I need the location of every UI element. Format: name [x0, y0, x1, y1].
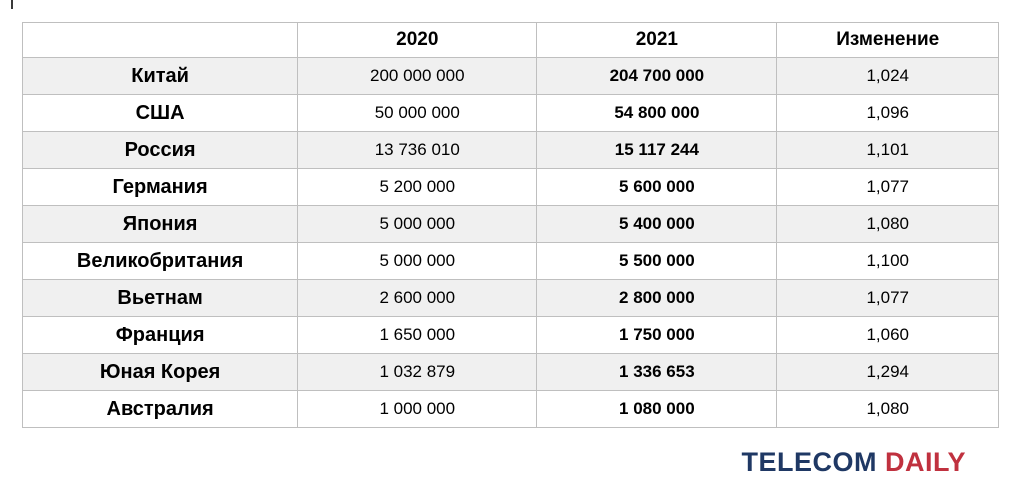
table-row: Япония 5 000 000 5 400 000 1,080	[21, 205, 999, 243]
country-cell: Россия	[21, 131, 299, 169]
change-cell: 1,077	[776, 279, 999, 317]
country-cell: Франция	[21, 316, 299, 354]
change-cell: 1,101	[776, 131, 999, 169]
change-cell: 1,080	[776, 390, 999, 428]
header-change: Изменение	[776, 22, 999, 58]
value-2020-cell: 200 000 000	[297, 57, 538, 95]
value-2020-cell: 1 032 879	[297, 353, 538, 391]
header-country	[21, 22, 299, 58]
value-2020-cell: 2 600 000	[297, 279, 538, 317]
table-row: Россия 13 736 010 15 117 244 1,101	[21, 131, 999, 169]
table-row: Юная Корея 1 032 879 1 336 653 1,294	[21, 353, 999, 391]
change-cell: 1,100	[776, 242, 999, 280]
table-row: США 50 000 000 54 800 000 1,096	[21, 94, 999, 132]
table-row: Франция 1 650 000 1 750 000 1,060	[21, 316, 999, 354]
telecom-daily-logo: TELECOM DAILY	[741, 447, 966, 478]
value-2021-cell: 1 080 000	[536, 390, 778, 428]
table-row: Германия 5 200 000 5 600 000 1,077	[21, 168, 999, 206]
table-header-row: 2020 2021 Изменение	[21, 22, 999, 58]
table-row: Вьетнам 2 600 000 2 800 000 1,077	[21, 279, 999, 317]
country-cell: Япония	[21, 205, 299, 243]
value-2021-cell: 5 600 000	[536, 168, 778, 206]
country-cell: Юная Корея	[21, 353, 299, 391]
value-2021-cell: 1 336 653	[536, 353, 778, 391]
table-row: Австралия 1 000 000 1 080 000 1,080	[21, 390, 999, 428]
value-2020-cell: 13 736 010	[297, 131, 538, 169]
logo-word-telecom: TELECOM	[741, 447, 877, 477]
value-2021-cell: 5 500 000	[536, 242, 778, 280]
subscribers-table: 2020 2021 Изменение Китай 200 000 000 204 …	[21, 22, 999, 428]
value-2021-cell: 15 117 244	[536, 131, 778, 169]
country-cell: Вьетнам	[21, 279, 299, 317]
stray-tick-mark	[11, 0, 13, 9]
value-2021-cell: 1 750 000	[536, 316, 778, 354]
value-2020-cell: 1 650 000	[297, 316, 538, 354]
country-cell: США	[21, 94, 299, 132]
table-row: Великобритания 5 000 000 5 500 000 1,100	[21, 242, 999, 280]
value-2021-cell: 2 800 000	[536, 279, 778, 317]
change-cell: 1,080	[776, 205, 999, 243]
table-header: 2020 2021 Изменение	[21, 22, 999, 58]
country-cell: Китай	[21, 57, 299, 95]
table-row: Китай 200 000 000 204 700 000 1,024	[21, 57, 999, 95]
header-2020: 2020	[297, 22, 538, 58]
country-cell: Германия	[21, 168, 299, 206]
change-cell: 1,096	[776, 94, 999, 132]
change-cell: 1,060	[776, 316, 999, 354]
value-2021-cell: 54 800 000	[536, 94, 778, 132]
value-2020-cell: 5 200 000	[297, 168, 538, 206]
value-2020-cell: 50 000 000	[297, 94, 538, 132]
value-2020-cell: 1 000 000	[297, 390, 538, 428]
value-2020-cell: 5 000 000	[297, 205, 538, 243]
logo-word-daily: DAILY	[884, 447, 966, 477]
value-2021-cell: 204 700 000	[536, 57, 778, 95]
value-2021-cell: 5 400 000	[536, 205, 778, 243]
country-cell: Австралия	[21, 390, 299, 428]
table-body: Китай 200 000 000 204 700 000 1,024 США 50 00…	[21, 57, 999, 428]
change-cell: 1,077	[776, 168, 999, 206]
value-2020-cell: 5 000 000	[297, 242, 538, 280]
header-2021: 2021	[536, 22, 778, 58]
change-cell: 1,024	[776, 57, 999, 95]
country-cell: Великобритания	[21, 242, 299, 280]
change-cell: 1,294	[776, 353, 999, 391]
